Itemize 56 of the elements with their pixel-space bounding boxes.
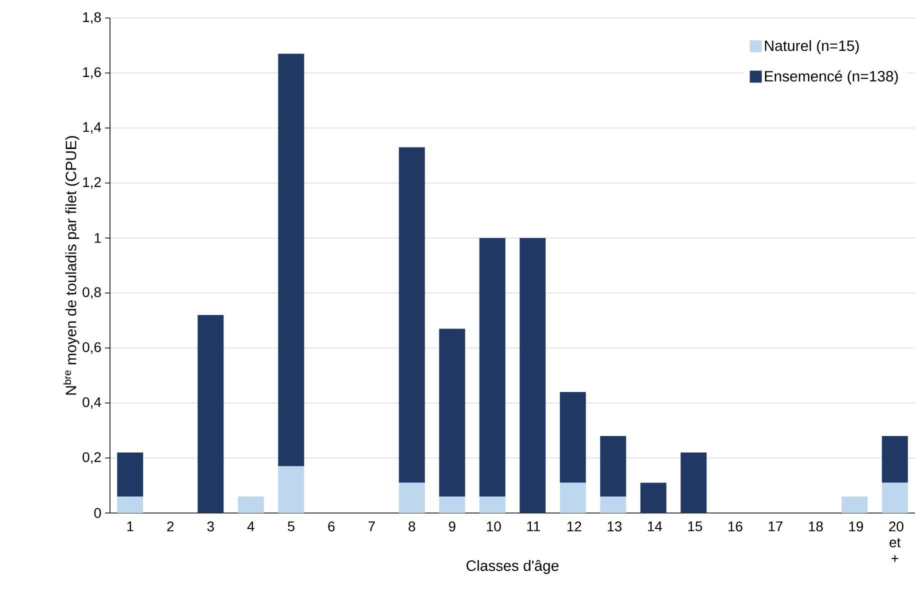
y-tick-label: 1,8 bbox=[83, 12, 101, 24]
x-tick-label: 16 bbox=[728, 522, 742, 532]
y-tick-label: 1 bbox=[94, 233, 101, 243]
x-axis-title: Classes d'âge bbox=[466, 560, 559, 574]
bar bbox=[479, 496, 506, 513]
y-tick-label: 1,4 bbox=[83, 122, 102, 134]
bar bbox=[117, 496, 144, 513]
x-tick-label: 17 bbox=[768, 522, 782, 532]
bar bbox=[640, 482, 666, 513]
bar bbox=[479, 238, 506, 496]
x-tick-label: 14 bbox=[648, 522, 662, 532]
bar bbox=[560, 392, 586, 483]
y-axis-title: N$^{bre}$ moyen de touladis par filet (CPUE) bbox=[63, 136, 80, 395]
bar bbox=[398, 147, 425, 483]
x-tick-label: 9 bbox=[448, 522, 456, 532]
x-tick-label: 11 bbox=[527, 522, 540, 532]
bar bbox=[238, 496, 264, 513]
x-tick-label: 12 bbox=[567, 522, 582, 532]
x-tick-label: 2 bbox=[167, 522, 174, 532]
bar bbox=[882, 482, 908, 513]
legend-label: Ensemencé (n=138) bbox=[765, 70, 898, 84]
y-tick-label: 0,2 bbox=[82, 452, 101, 464]
x-tick-label: 13 bbox=[608, 522, 622, 532]
bar bbox=[680, 452, 707, 513]
x-tick-label: 7 bbox=[368, 522, 375, 532]
bar bbox=[520, 238, 546, 513]
x-tick-label: 4 bbox=[247, 522, 254, 532]
bar bbox=[882, 436, 908, 483]
bar bbox=[278, 466, 304, 513]
x-tick-label: 1 bbox=[127, 522, 134, 532]
legend-label: Naturel (n=15) bbox=[765, 40, 859, 54]
bar bbox=[600, 436, 626, 496]
x-tick-label: 6 bbox=[328, 522, 335, 532]
bar bbox=[439, 496, 466, 513]
x-tick-label: 19 bbox=[849, 522, 864, 532]
y-tick-label: 1,6 bbox=[83, 67, 101, 79]
x-tick-label: 10 bbox=[486, 522, 501, 532]
bar bbox=[560, 482, 586, 513]
bar bbox=[198, 314, 224, 513]
y-tick-label: 0 bbox=[94, 508, 101, 518]
y-tick-label: 0,4 bbox=[82, 397, 102, 409]
y-tick-label: 1,2 bbox=[83, 177, 101, 189]
x-tick-label: 20 et + bbox=[889, 522, 904, 562]
x-tick-label: 5 bbox=[288, 522, 294, 532]
bar bbox=[439, 328, 466, 496]
y-tick-label: 0,8 bbox=[82, 287, 101, 299]
bar bbox=[842, 496, 868, 513]
bar bbox=[117, 452, 144, 496]
y-tick-label: 0,6 bbox=[82, 342, 101, 354]
x-tick-label: 8 bbox=[408, 522, 416, 532]
bar bbox=[398, 482, 425, 513]
x-tick-label: 18 bbox=[808, 522, 823, 532]
x-tick-label: 3 bbox=[207, 522, 214, 532]
x-tick-label: 15 bbox=[688, 522, 702, 532]
bar bbox=[600, 496, 626, 513]
bar bbox=[278, 54, 304, 466]
